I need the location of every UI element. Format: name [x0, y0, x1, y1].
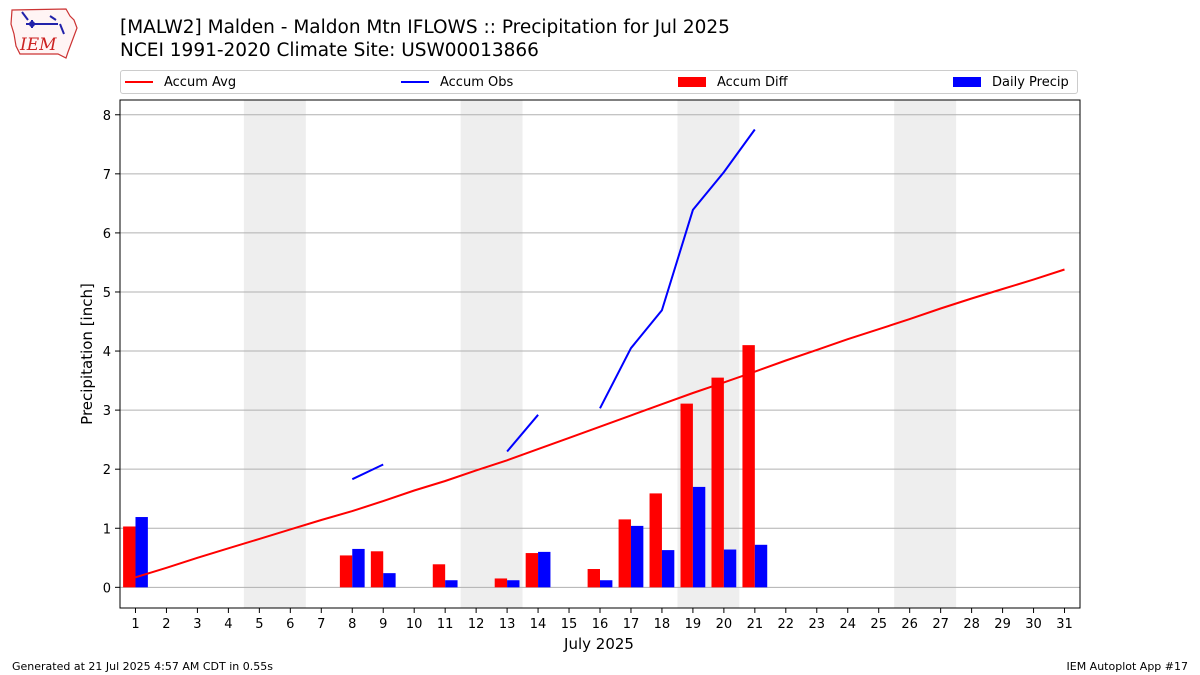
x-tick-label: 25: [870, 617, 887, 632]
x-tick-label: 29: [994, 617, 1011, 632]
footer-generated-text: Generated at 21 Jul 2025 4:57 AM CDT in …: [12, 660, 273, 673]
legend-item-accum-obs: Accum Obs: [401, 71, 513, 93]
accum-diff-bar: [339, 555, 353, 588]
accum-diff-bar: [649, 493, 662, 588]
y-tick-label: 5: [103, 286, 111, 301]
daily-precip-bar: [661, 550, 675, 588]
legend-label-accum-obs: Accum Obs: [440, 74, 514, 90]
daily-precip-bar: [352, 548, 365, 588]
chart-legend: Accum Avg Accum Obs Accum Diff Daily Pre…: [120, 70, 1078, 94]
x-tick-label: 9: [379, 617, 387, 632]
legend-item-accum-avg: Accum Avg: [125, 71, 236, 93]
daily-precip-bar: [723, 549, 737, 588]
y-tick-label: 3: [103, 404, 111, 419]
y-tick-label: 6: [103, 227, 111, 242]
accum-obs-line: [599, 128, 756, 409]
x-tick-label: 16: [592, 617, 609, 632]
x-tick-label: 23: [809, 617, 826, 632]
iem-logo: IEM: [10, 8, 78, 59]
x-tick-label: 24: [839, 617, 856, 632]
x-tick-label: 30: [1025, 617, 1042, 632]
x-tick-label: 6: [286, 617, 294, 632]
daily-precip-bar: [383, 573, 396, 588]
accum-diff-bar: [123, 526, 136, 588]
daily-precip-bar: [600, 580, 613, 588]
daily-precip-bar: [538, 551, 551, 588]
accum-diff-bar: [711, 377, 724, 588]
x-tick-label: 13: [499, 617, 516, 632]
legend-swatch-accum-avg: [125, 81, 153, 83]
y-tick-label: 0: [103, 581, 111, 596]
x-tick-label: 11: [437, 617, 454, 632]
accum-diff-bar: [587, 569, 600, 588]
x-tick-label: 3: [193, 617, 201, 632]
legend-item-daily-precip: Daily Precip: [953, 71, 1069, 93]
chart-subtitle: NCEI 1991-2020 Climate Site: USW00013866: [120, 40, 539, 61]
x-tick-label: 2: [162, 617, 170, 632]
x-tick-label: 31: [1056, 617, 1073, 632]
daily-precip-bar: [507, 580, 520, 588]
daily-precip-bar: [754, 544, 768, 588]
accum-obs-line: [351, 463, 384, 481]
accum-diff-bar: [525, 553, 539, 588]
x-tick-label: 20: [716, 617, 733, 632]
x-tick-label: 4: [224, 617, 232, 632]
y-tick-label: 1: [103, 522, 111, 537]
x-tick-label: 15: [561, 617, 578, 632]
x-tick-label: 8: [348, 617, 356, 632]
y-axis-label: Precipitation [inch]: [78, 283, 96, 425]
daily-precip-bar: [692, 486, 706, 588]
daily-precip-bar: [630, 525, 644, 588]
weekend-shade: [243, 100, 306, 608]
accum-diff-bar: [494, 578, 508, 588]
x-tick-label: 22: [778, 617, 795, 632]
x-tick-label: 26: [901, 617, 918, 632]
x-tick-label: 1: [131, 617, 139, 632]
x-tick-label: 21: [747, 617, 764, 632]
x-tick-label: 10: [406, 617, 423, 632]
x-tick-label: 7: [317, 617, 325, 632]
plot-frame: [119, 99, 1081, 609]
legend-swatch-daily-precip: [953, 77, 981, 87]
iowa-outline-icon: [10, 8, 78, 59]
legend-item-accum-diff: Accum Diff: [678, 71, 788, 93]
daily-precip-bar: [135, 517, 148, 588]
y-tick-label: 8: [103, 109, 111, 124]
y-tick-label: 2: [103, 463, 111, 478]
accum-diff-bar: [432, 564, 446, 588]
accum-diff-bar: [370, 551, 384, 588]
chart-title: [MALW2] Malden - Maldon Mtn IFLOWS :: Pr…: [120, 17, 730, 38]
legend-label-daily-precip: Daily Precip: [992, 74, 1069, 90]
x-tick-label: 28: [963, 617, 980, 632]
x-tick-label: 12: [468, 617, 485, 632]
daily-precip-bar: [445, 580, 458, 588]
weekend-shade: [894, 100, 957, 608]
legend-swatch-accum-obs: [401, 81, 429, 83]
accum-obs-line: [506, 414, 539, 453]
legend-swatch-accum-diff: [678, 77, 706, 87]
logo-text: IEM: [19, 35, 57, 55]
accum-diff-bar: [742, 345, 755, 588]
legend-label-accum-diff: Accum Diff: [717, 74, 788, 90]
x-axis-label: July 2025: [563, 635, 634, 653]
weekend-shade: [460, 100, 523, 608]
y-tick-label: 4: [103, 345, 111, 360]
legend-label-accum-avg: Accum Avg: [164, 74, 237, 90]
x-tick-label: 17: [623, 617, 640, 632]
accum-diff-bar: [680, 403, 693, 588]
x-tick-label: 19: [685, 617, 702, 632]
accum-diff-bar: [618, 519, 631, 588]
x-tick-label: 27: [932, 617, 949, 632]
footer-app-text: IEM Autoplot App #17: [1066, 660, 1189, 673]
x-tick-label: 5: [255, 617, 263, 632]
accum-avg-line: [135, 268, 1065, 579]
x-tick-label: 14: [530, 617, 547, 632]
y-tick-label: 7: [103, 168, 111, 183]
x-tick-label: 18: [654, 617, 671, 632]
